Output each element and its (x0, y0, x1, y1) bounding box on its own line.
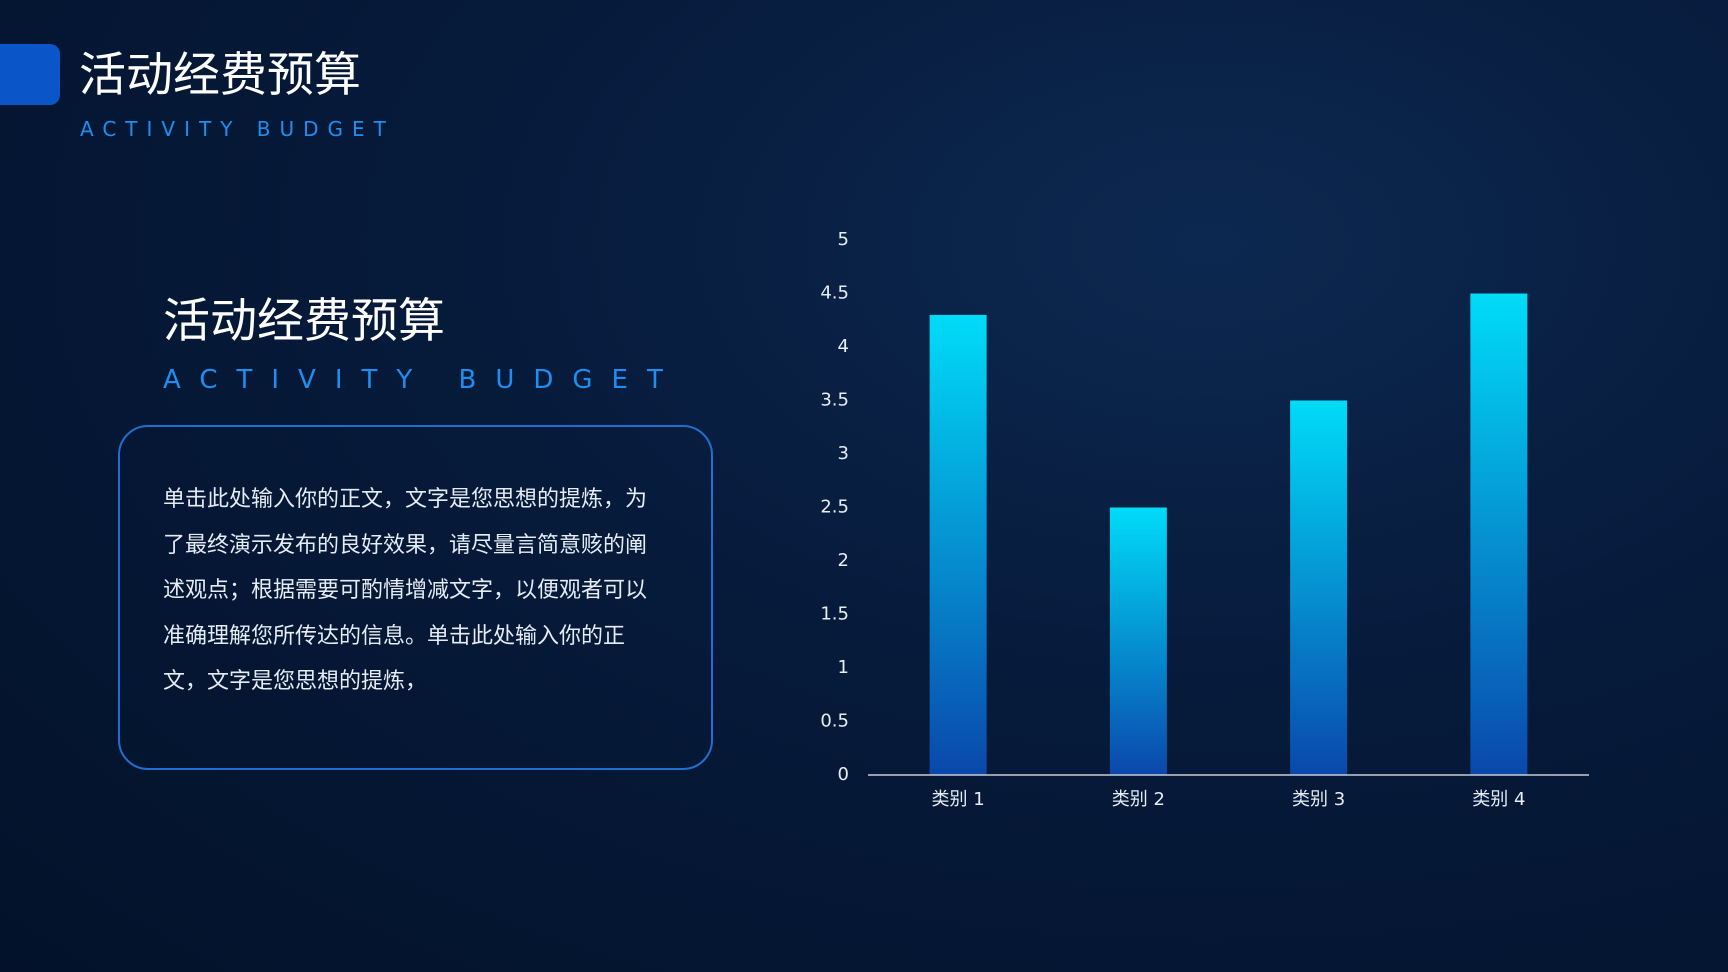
header-title: 活动经费预算 (79, 48, 361, 103)
y-tick-label: 4.5 (820, 283, 849, 304)
y-tick-label: 3 (838, 443, 849, 464)
x-tick-label: 类别 4 (1472, 789, 1525, 810)
y-tick-label: 2 (838, 550, 849, 571)
x-tick-label: 类别 1 (932, 789, 985, 810)
x-tick-label: 类别 2 (1112, 789, 1165, 810)
y-tick-label: 1.5 (820, 604, 849, 625)
y-tick-label: 2.5 (820, 497, 849, 518)
body-text: 单击此处输入你的正文，文字是您思想的提炼，为了最终演示发布的良好效果，请尽量言简… (163, 487, 648, 694)
bar (1109, 507, 1167, 775)
bar (1470, 293, 1528, 775)
y-tick-label: 0.5 (820, 711, 849, 732)
header-subtitle: ACTIVITY BUDGET (80, 117, 395, 141)
y-tick-label: 4 (838, 336, 849, 357)
y-tick-label: 5 (838, 229, 849, 250)
bar (1290, 400, 1348, 775)
x-tick-label: 类别 3 (1292, 789, 1345, 810)
section-title: 活动经费预算 (163, 294, 445, 349)
text-box (118, 425, 713, 770)
y-tick-label: 3.5 (820, 390, 849, 411)
section-subtitle: ACTIVITY BUDGET (163, 365, 682, 395)
header-tab (0, 44, 60, 105)
bar (929, 314, 987, 775)
y-tick-label: 0 (838, 764, 849, 785)
y-tick-label: 1 (838, 657, 849, 678)
